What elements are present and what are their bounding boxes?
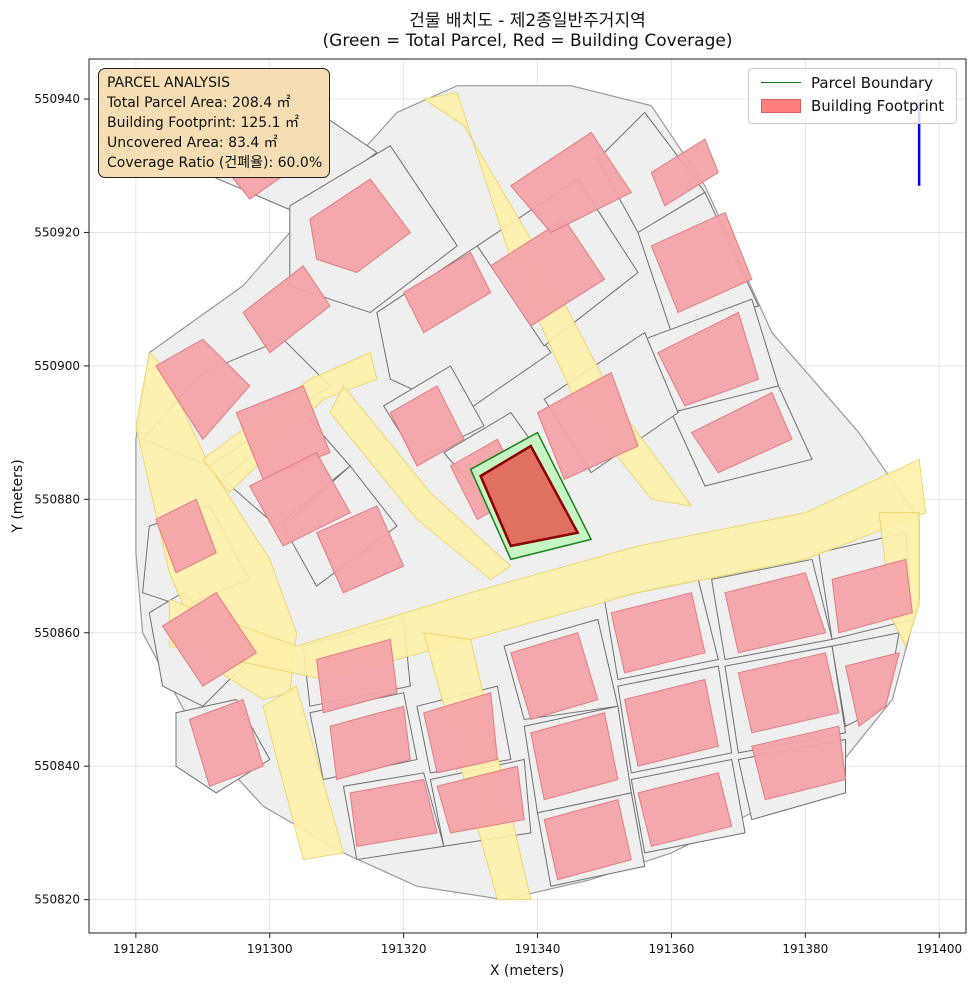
road: [329, 385, 512, 580]
y-tick-label: 550880: [34, 492, 80, 506]
building-footprint: [490, 218, 606, 327]
y-tick-label: 550860: [34, 626, 80, 640]
building-footprint: [235, 385, 331, 480]
y-tick-label: 550940: [34, 92, 80, 106]
x-tick-label: 191320: [381, 942, 427, 956]
building-footprint: [316, 638, 398, 714]
building-footprint: [831, 558, 913, 634]
building-footprint: [349, 778, 438, 847]
x-axis-ticks: 191280 191300 191320 191340 191360 191380 1914…: [113, 933, 962, 956]
building-footprint: [844, 652, 900, 728]
building-footprint: [610, 592, 706, 674]
building-footprint: [510, 131, 633, 234]
building-footprint: [624, 678, 719, 767]
building-footprint: [309, 178, 412, 274]
building-footprint: [436, 765, 525, 834]
legend-label: Parcel Boundary: [811, 74, 934, 92]
building-footprint: [724, 572, 827, 654]
building-footprint: [161, 592, 258, 687]
building-footprint: [423, 692, 498, 774]
y-tick-label: 550840: [34, 759, 80, 773]
building-footprint: [315, 505, 405, 594]
building-footprint: [242, 265, 331, 354]
building-footprint: [389, 385, 465, 467]
building-footprint: [249, 451, 351, 547]
x-tick-label: 191300: [247, 942, 293, 956]
building-footprint: [155, 498, 217, 574]
legend: Parcel Boundary Building Footprint: [748, 68, 957, 124]
y-axis-label: Y (meters): [10, 459, 26, 533]
building-footprint: [737, 652, 840, 734]
target-building-footprint: [479, 444, 580, 548]
building-footprint: [329, 705, 411, 781]
building-footprint: [690, 391, 793, 474]
building-footprint: [530, 712, 619, 801]
building-footprint: [188, 698, 264, 787]
building-footprint: [536, 371, 639, 480]
x-tick-label: 191280: [113, 942, 159, 956]
building-footprint: [637, 772, 733, 847]
building-footprint: [510, 632, 599, 721]
parcel-analysis-line: Coverage Ratio (건폐율): 60.0%: [107, 155, 323, 171]
y-tick-label: 550820: [34, 893, 80, 907]
x-tick-label: 191380: [782, 942, 828, 956]
building-footprint: [543, 798, 632, 881]
building-footprint: [751, 725, 847, 801]
building-footprint: [650, 138, 719, 207]
building-footprint: [650, 211, 753, 314]
legend-label: Building Footprint: [811, 97, 945, 115]
building-footprint: [155, 338, 251, 441]
parcel-analysis-title: PARCEL ANALYSIS: [107, 75, 231, 91]
building-footprint: [657, 311, 760, 407]
y-axis-ticks: 550820 550840 550860 550880 550900 550920 5509…: [34, 92, 89, 907]
x-tick-label: 191400: [916, 942, 962, 956]
y-tick-label: 550900: [34, 359, 80, 373]
chart-title-line-1: 건물 배치도 - 제2종일반주거지역: [409, 11, 646, 31]
parcel-analysis-line: Uncovered Area: 83.4 ㎡: [107, 135, 278, 151]
chart-title-line-2: (Green = Total Parcel, Red = Building Co…: [322, 31, 733, 51]
legend-line-swatch: [761, 82, 801, 83]
road: [262, 685, 344, 861]
plot-area-frame: [88, 58, 967, 934]
x-tick-label: 191360: [649, 942, 695, 956]
parcel-analysis-line: Building Footprint: 125.1 ㎡: [107, 115, 300, 131]
legend-patch-swatch: [761, 99, 801, 113]
x-tick-label: 191340: [515, 942, 561, 956]
y-tick-label: 550920: [34, 225, 80, 239]
x-axis-label: X (meters): [490, 963, 564, 979]
building-footprint: [402, 251, 492, 334]
parcel-analysis-box: PARCEL ANALYSIS Total Parcel Area: 208.4…: [98, 68, 330, 178]
map-layer: [135, 78, 927, 901]
parcel-analysis-line: Total Parcel Area: 208.4 ㎡: [107, 95, 291, 111]
